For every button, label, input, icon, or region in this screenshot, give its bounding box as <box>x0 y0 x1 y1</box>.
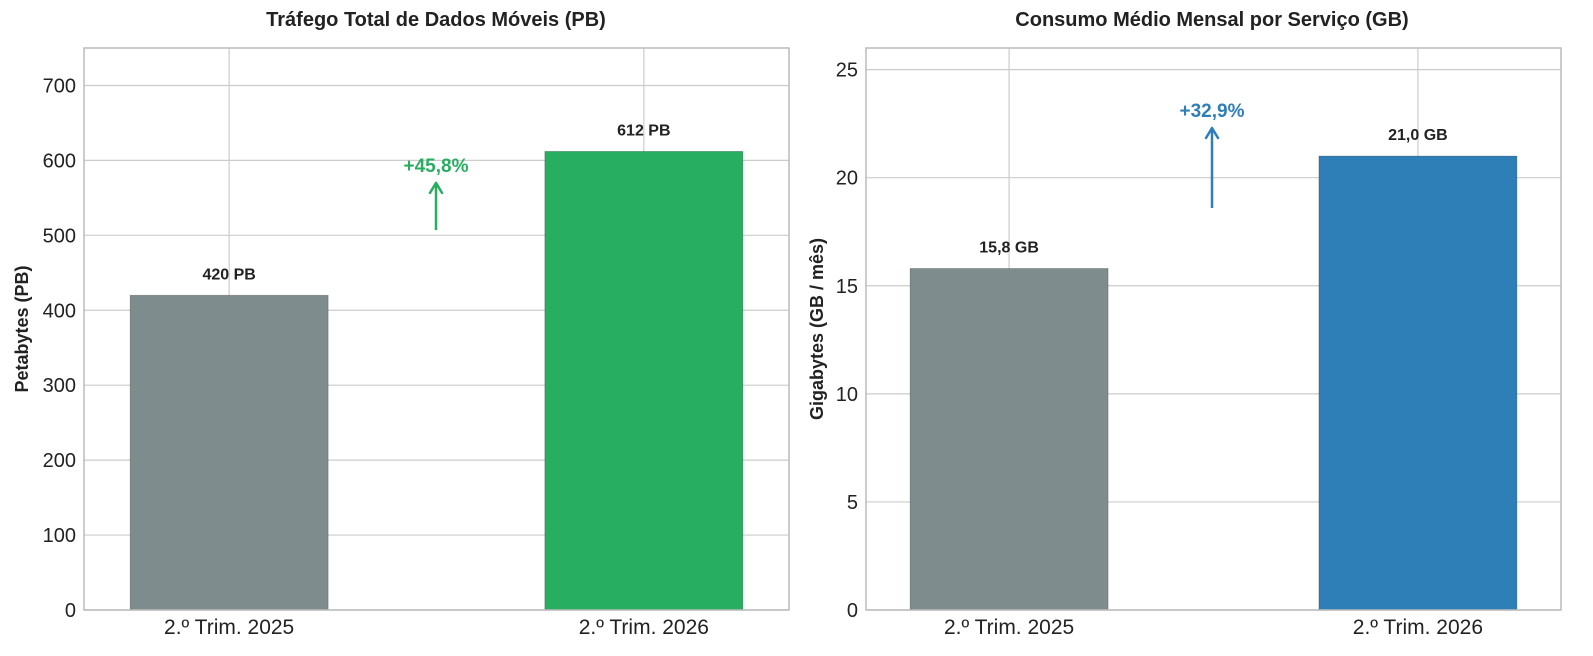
chart-panel-1: 420 PB 612 PB 0 100 200 300 400 500 600 700 2.º Tr… <box>12 9 790 639</box>
x-tick-label: 2.º Trim. 2025 <box>164 616 294 639</box>
y-tick-label: 200 <box>43 450 76 472</box>
y-tick-label: 0 <box>65 600 76 622</box>
growth-arrow-head <box>1204 126 1220 140</box>
y-tick-label: 600 <box>43 150 76 172</box>
chart-title: Consumo Médio Mensal por Serviço (GB) <box>1015 9 1408 31</box>
bar-2 <box>544 151 744 611</box>
y-tick-label: 5 <box>847 492 858 514</box>
y-tick-label: 25 <box>836 60 858 82</box>
y-tick-label: 300 <box>43 375 76 397</box>
bar-value-label: 21,0 GB <box>1388 127 1448 144</box>
growth-label: +45,8% <box>404 156 469 177</box>
y-tick-label: 20 <box>836 168 858 190</box>
plot-frame <box>865 47 1562 611</box>
y-axis-label: Gigabytes (GB / mês) <box>807 238 827 420</box>
bar-2 <box>1318 155 1518 611</box>
y-tick-label: 700 <box>43 75 76 97</box>
y-tick-label: 15 <box>836 276 858 298</box>
x-tick-label: 2.º Trim. 2026 <box>1353 616 1483 639</box>
y-tick-label: 10 <box>836 384 858 406</box>
y-axis-label: Petabytes (PB) <box>12 265 32 392</box>
chart-title: Tráfego Total de Dados Móveis (PB) <box>266 9 606 31</box>
y-tick-label: 500 <box>43 225 76 247</box>
x-tick-label: 2.º Trim. 2025 <box>944 616 1074 639</box>
growth-label: +32,9% <box>1180 101 1245 122</box>
bar-value-label: 15,8 GB <box>979 239 1039 256</box>
y-tick-label: 400 <box>43 300 76 322</box>
bar-value-label: 612 PB <box>617 122 670 139</box>
bar-value-label: 420 PB <box>202 266 255 283</box>
y-tick-label: 100 <box>43 525 76 547</box>
growth-arrow-head <box>428 181 444 195</box>
bar-1 <box>129 294 329 611</box>
chart-panel-2: 15,8 GB 21,0 GB 0 5 10 15 20 25 2.º Trim. 2025 2.… <box>807 9 1562 639</box>
plot-frame <box>83 47 790 611</box>
y-tick-label: 0 <box>847 600 858 622</box>
x-tick-label: 2.º Trim. 2026 <box>579 616 709 639</box>
bar-1 <box>909 268 1109 611</box>
